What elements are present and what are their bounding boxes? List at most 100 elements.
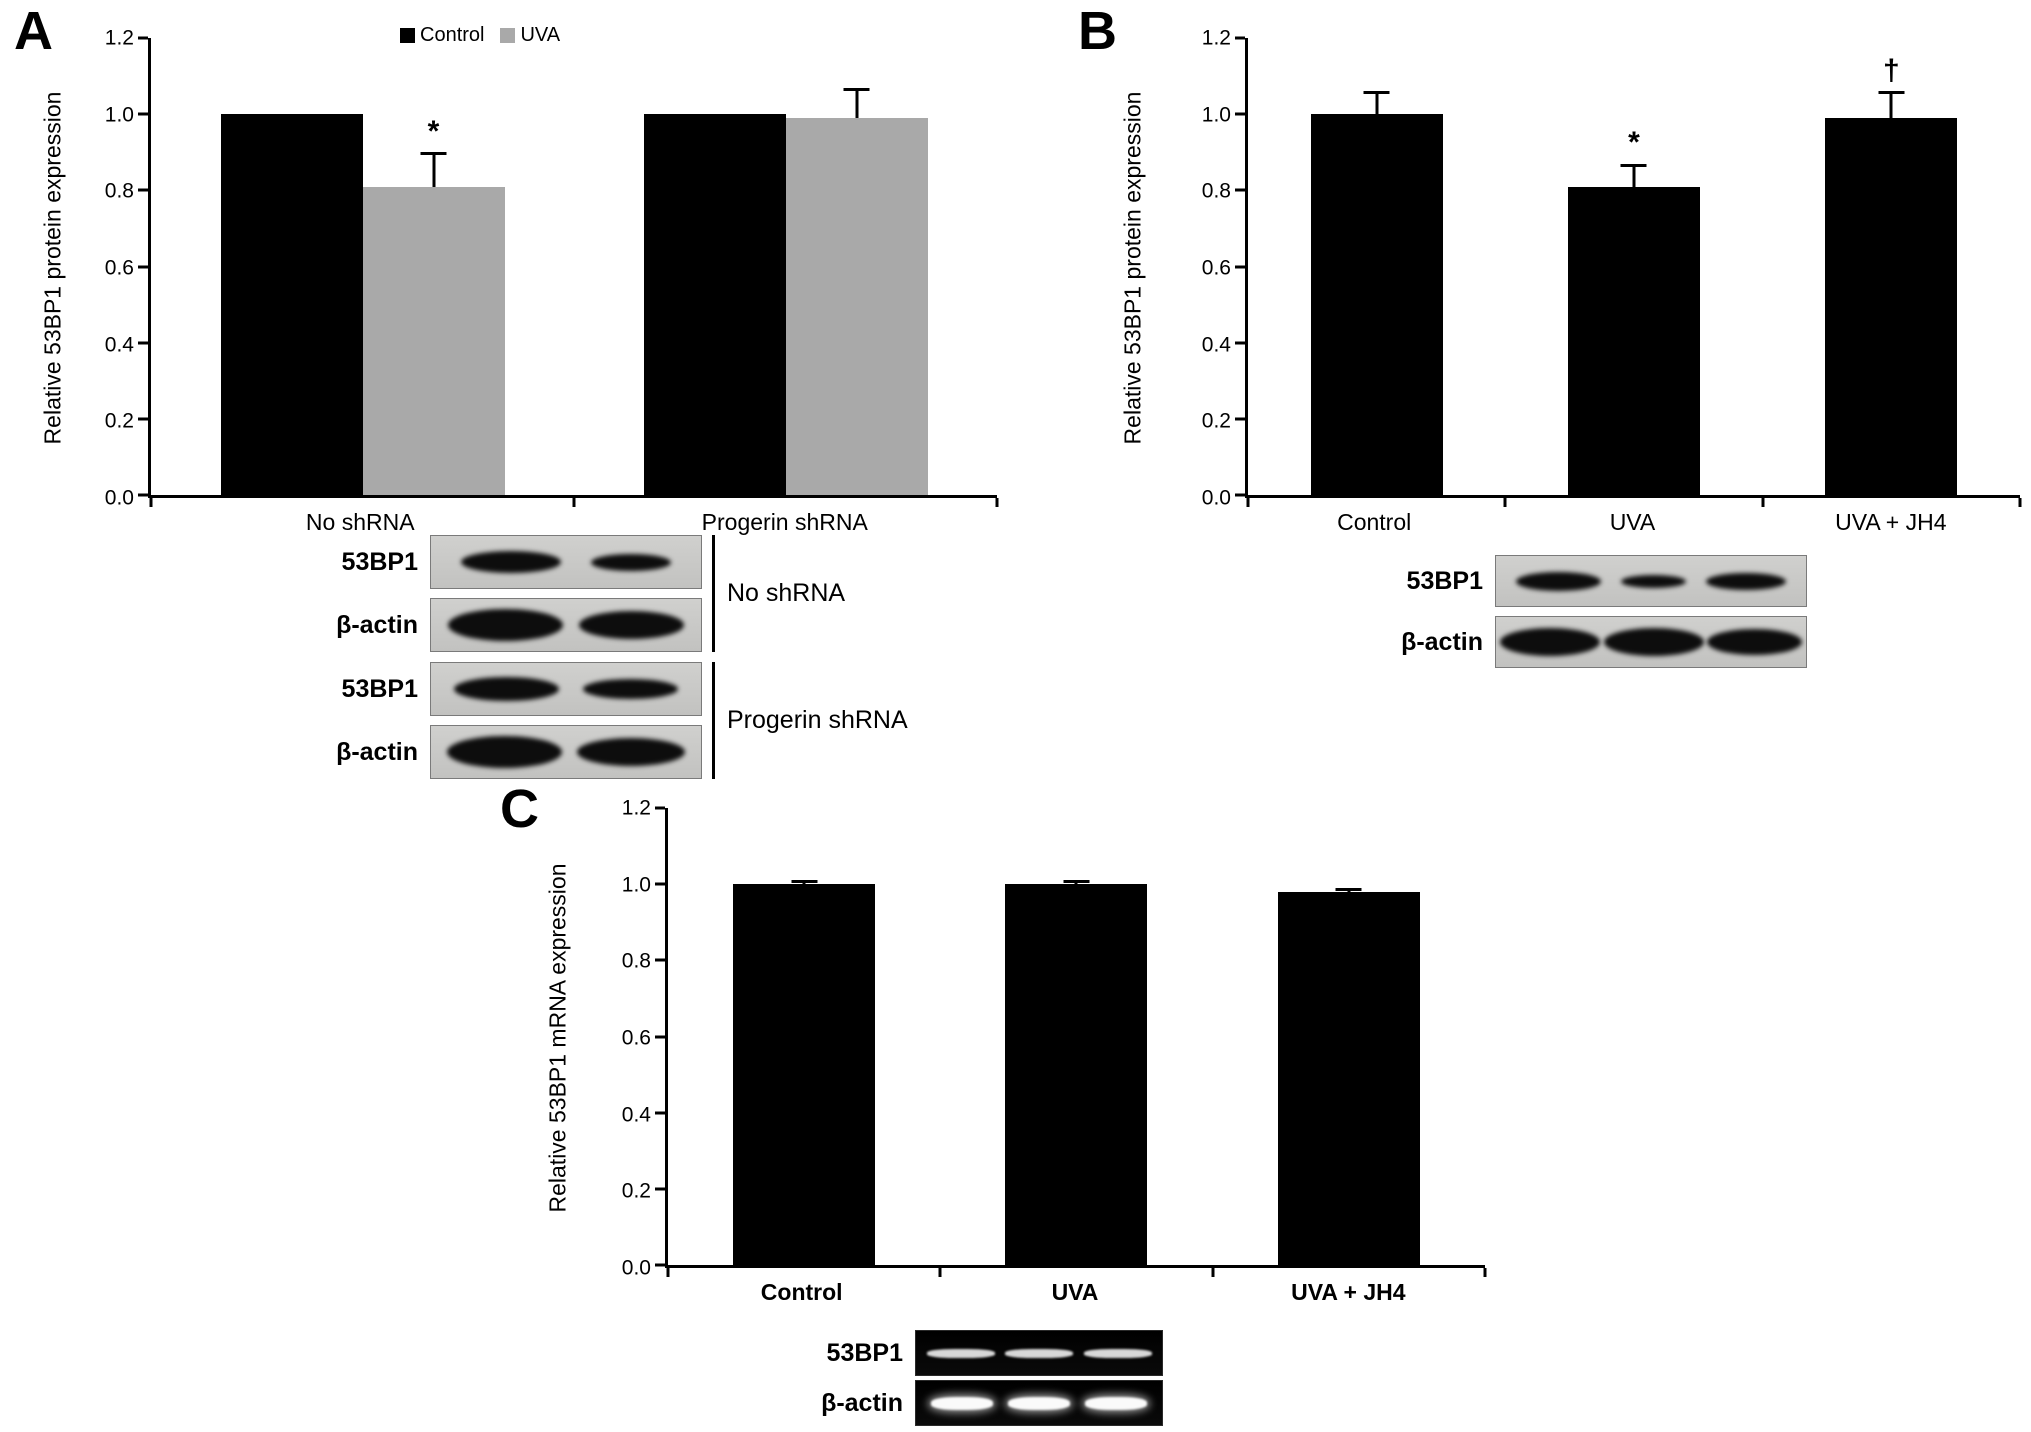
gel-label-53bp1: 53BP1 xyxy=(826,1338,903,1367)
blot-row: β-actin xyxy=(320,598,702,652)
y-tick-label: 0.0 xyxy=(621,1256,651,1280)
bar-control xyxy=(1310,114,1443,495)
protein-band xyxy=(1499,628,1600,656)
y-tick-label: 1.2 xyxy=(1201,26,1231,50)
panel-c-y-ticks: 0.0 0.2 0.4 0.6 0.8 1.0 1.2 xyxy=(619,798,665,1279)
error-bar xyxy=(855,87,858,118)
x-tick-label: UVA + JH4 xyxy=(1835,509,1947,535)
x-tick-label: UVA + JH4 xyxy=(1291,1279,1406,1305)
panel-a-label: A xyxy=(14,1,53,61)
y-axis-tick xyxy=(1235,493,1245,497)
y-tick-label: 0.6 xyxy=(1201,256,1231,280)
protein-band xyxy=(447,609,563,641)
panel-b-y-axis: Relative 53BP1 protein expression xyxy=(1110,38,1156,498)
x-tick-label: No shRNA xyxy=(305,509,415,535)
panel-a-y-ticks: 0.0 0.2 0.4 0.6 0.8 1.0 1.2 xyxy=(102,28,148,509)
panel-c-y-axis-title: Relative 53BP1 mRNA expression xyxy=(544,863,571,1213)
group-bracket xyxy=(712,662,715,779)
panel-c-chart: Relative 53BP1 mRNA expression 0.0 0.2 0.4… xyxy=(535,778,1500,1363)
blot-label-53bp1: 53BP1 xyxy=(341,674,418,703)
error-bar xyxy=(802,880,806,885)
western-blot-53bp1-progerin-shrna xyxy=(430,662,702,716)
y-tick-label: 1.2 xyxy=(621,796,651,820)
x-axis-tick xyxy=(2018,498,2022,507)
significance-marker: * xyxy=(1628,126,1640,160)
blot-row: β-actin xyxy=(320,725,702,779)
error-bar xyxy=(1375,91,1379,115)
blot-label-beta-actin: β-actin xyxy=(1401,627,1483,656)
bar-slot xyxy=(1277,808,1420,1265)
protein-band xyxy=(1621,574,1686,588)
y-axis-tick xyxy=(1235,417,1245,421)
x-axis-tick xyxy=(995,498,999,507)
x-tick-label: UVA xyxy=(1051,1279,1099,1305)
panel-a-plot-area: * xyxy=(138,36,999,507)
blot-row: 53BP1 xyxy=(1385,555,1807,607)
y-axis-tick xyxy=(655,1263,665,1267)
x-axis-tick xyxy=(1246,498,1250,507)
legend-swatch xyxy=(500,28,516,43)
x-axis-tick xyxy=(938,1268,942,1277)
panel-b-y-ticks: 0.0 0.2 0.4 0.6 0.8 1.0 1.2 xyxy=(1199,28,1245,509)
y-axis-tick xyxy=(138,112,148,116)
protein-band xyxy=(1603,628,1704,656)
bar-progerin-shrna xyxy=(643,114,786,495)
bar-uva-jh4 xyxy=(1277,891,1420,1265)
panel-b-chart: Relative 53BP1 protein expression 0.0 0.2… xyxy=(1100,8,2025,593)
y-tick-label: 0.2 xyxy=(1201,409,1231,433)
y-axis-tick xyxy=(655,958,665,962)
y-tick-label: 0.4 xyxy=(104,333,134,357)
panel-c-plot-area xyxy=(655,806,1487,1277)
y-axis-tick xyxy=(138,493,148,497)
legend-swatch xyxy=(400,28,415,43)
bar-slot xyxy=(785,38,928,495)
bar-progerin-shrna xyxy=(785,117,928,495)
panel-c-gel: 53BP1 β-actin xyxy=(820,1330,1163,1426)
gel-label-beta-actin: β-actin xyxy=(821,1388,903,1417)
x-tick-label: Control xyxy=(760,1279,843,1305)
legend-label: Control xyxy=(420,24,485,46)
panel-a-y-axis-title: Relative 53BP1 protein expression xyxy=(39,91,66,445)
panel-b-y-axis-title: Relative 53BP1 protein expression xyxy=(1119,91,1146,445)
y-tick-label: 0.6 xyxy=(621,1026,651,1050)
bar-no-shrna xyxy=(362,186,505,495)
blot-label-53bp1: 53BP1 xyxy=(341,547,418,576)
gel-image-beta-actin xyxy=(915,1380,1163,1426)
panel-c-y-axis: Relative 53BP1 mRNA expression xyxy=(535,808,581,1268)
bar-slot xyxy=(1005,808,1148,1265)
significance-marker: † xyxy=(1882,53,1900,87)
x-tick-label: UVA xyxy=(1609,509,1656,535)
gel-row: β-actin xyxy=(820,1380,1163,1426)
y-tick-label: 0.0 xyxy=(104,486,134,510)
group-bracket xyxy=(712,535,715,652)
panel-b-label: B xyxy=(1078,1,1117,61)
protein-band xyxy=(591,553,671,571)
protein-band xyxy=(446,736,562,768)
bar-uva-jh4 xyxy=(1825,117,1958,495)
bar-slot xyxy=(643,38,786,495)
group-label-progerin-shrna: Progerin shRNA xyxy=(727,706,908,734)
gel-row: 53BP1 xyxy=(820,1330,1163,1376)
y-axis-tick xyxy=(1235,112,1245,116)
y-axis-tick xyxy=(138,36,148,40)
blot-label-53bp1: 53BP1 xyxy=(1406,566,1483,595)
y-tick-label: 0.2 xyxy=(104,409,134,433)
y-tick-label: 0.2 xyxy=(621,1179,651,1203)
y-tick-label: 1.0 xyxy=(104,103,134,127)
y-tick-label: 0.0 xyxy=(1201,486,1231,510)
protein-band xyxy=(579,611,685,639)
western-blot-beta-actin-progerin-shrna xyxy=(430,725,702,779)
protein-band xyxy=(1706,572,1786,590)
y-tick-label: 0.8 xyxy=(1201,179,1231,203)
group-label-no-shrna: No shRNA xyxy=(727,579,846,607)
western-blot-beta-actin-no-shrna xyxy=(430,598,702,652)
bar-group: * xyxy=(1505,38,1762,495)
x-tick-label: Progerin shRNA xyxy=(701,509,868,535)
y-axis-tick xyxy=(655,1035,665,1038)
y-axis-tick xyxy=(655,882,665,886)
y-tick-label: 1.0 xyxy=(1201,103,1231,127)
panel-a-blots: 53BP1 β-actin No shRNA xyxy=(320,535,908,789)
blot-group-no-shrna: 53BP1 β-actin No shRNA xyxy=(320,535,908,652)
protein-band xyxy=(577,738,686,766)
error-bar xyxy=(1889,91,1893,118)
